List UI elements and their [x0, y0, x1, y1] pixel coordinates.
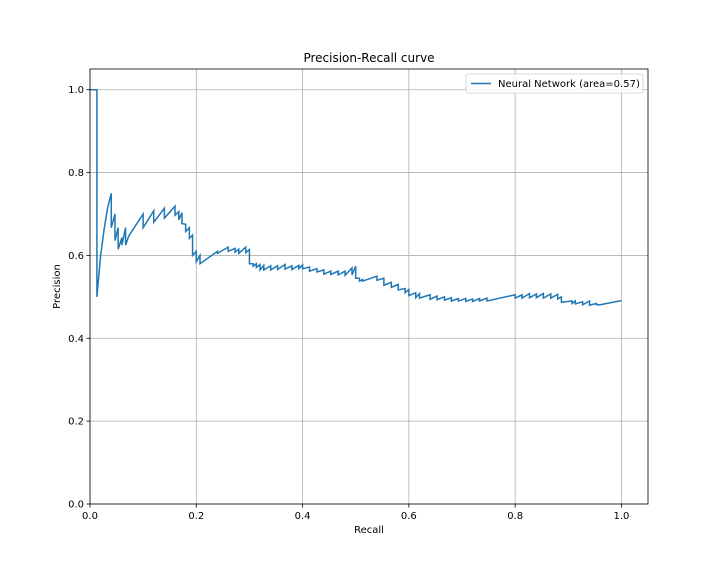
series-lines: [90, 88, 622, 307]
y-tick-label: 0.4: [68, 334, 84, 345]
y-tick-label: 0.2: [68, 417, 84, 428]
legend-box: [465, 73, 644, 94]
x-tick-label: 0.0: [82, 511, 98, 522]
y-tick-label: 0.6: [68, 251, 84, 262]
legend: Neural Network (area=0.57): [465, 73, 644, 94]
series-line: [90, 88, 622, 307]
axis-ticks: 0.0 0.2 0.4 0.6 0.8 1.0 0.0 0.2 0.4 0.6 0.8 1.0: [68, 85, 629, 522]
legend-label: Neural Network (area=0.57): [498, 79, 640, 90]
x-tick-label: 0.4: [295, 511, 311, 522]
y-tick-label: 0.8: [68, 168, 84, 179]
y-tick-label: 1.0: [68, 85, 84, 96]
y-axis-label: Precision: [52, 264, 63, 309]
x-tick-label: 0.8: [507, 511, 523, 522]
x-tick-label: 0.6: [401, 511, 417, 522]
x-tick-label: 0.2: [188, 511, 204, 522]
plot-frame: [89, 68, 649, 505]
chart-title: Precision-Recall curve: [303, 51, 434, 65]
x-axis-label: Recall: [354, 525, 384, 536]
x-tick-label: 1.0: [613, 511, 629, 522]
grid-lines: [89, 69, 648, 505]
y-tick-label: 0.0: [68, 500, 84, 511]
